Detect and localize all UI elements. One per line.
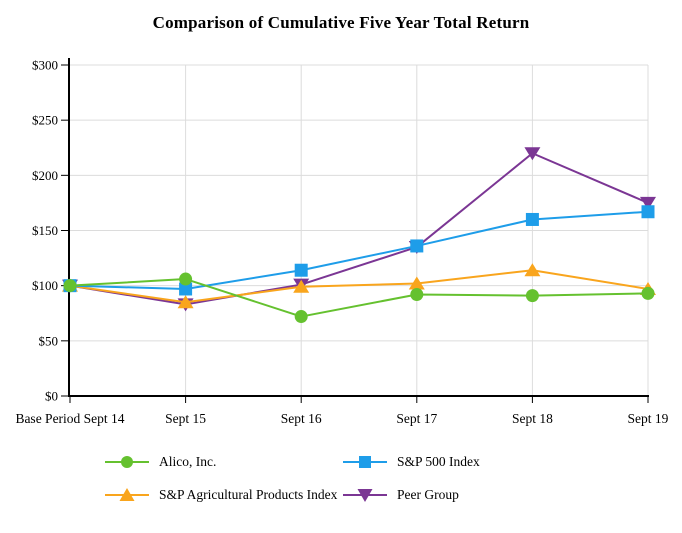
series-marker-s-p-agricultural-products-index — [408, 276, 425, 290]
chart-title: Comparison of Cumulative Five Year Total… — [152, 13, 530, 32]
series-marker-peer-group — [524, 147, 541, 161]
legend-item-label: Peer Group — [397, 487, 459, 502]
x-axis-tick-label: Sept 15 — [165, 411, 206, 426]
y-axis-tick-label: $200 — [32, 168, 58, 183]
legend-item-label: S&P Agricultural Products Index — [159, 487, 338, 502]
square-legend-marker-icon — [343, 456, 387, 468]
legend-item-label: S&P 500 Index — [397, 454, 480, 469]
series-marker-peer-group — [640, 196, 656, 210]
series-line-s-p-agricultural-products-index — [69, 269, 649, 304]
series-marker-s-p-agricultural-products-index — [177, 295, 194, 309]
y-axis-tick-label: $0 — [45, 389, 58, 404]
series-marker-alico-inc — [294, 310, 308, 324]
series-marker-alico-inc — [179, 272, 193, 286]
series-line-peer-group — [69, 152, 649, 306]
legend-marker-shape — [121, 456, 133, 468]
legend-marker-shape — [357, 489, 373, 502]
series-marker-s-p-500-index — [179, 282, 193, 296]
series-marker-alico-inc — [641, 286, 655, 300]
y-axis-tick-label: $50 — [39, 333, 59, 348]
series-marker-s-p-agricultural-products-index — [293, 279, 310, 293]
legend-item-s-p-500-index: S&P 500 Index — [342, 454, 480, 470]
triangle-down-legend-marker-icon — [343, 489, 387, 502]
series-marker-s-p-500-index — [410, 239, 424, 253]
legend-item-label: Alico, Inc. — [159, 454, 217, 469]
series-marker-alico-inc — [410, 287, 424, 301]
legend-item-s-p-agricultural-products-index: S&P Agricultural Products Index — [104, 487, 342, 503]
y-axis-tick-label: $100 — [32, 278, 58, 293]
x-axis-tick-label: Base Period Sept 14 — [15, 411, 124, 426]
x-axis-tick-label: Sept 17 — [396, 411, 437, 426]
triangle-up-legend-marker-icon — [105, 488, 149, 501]
series-marker-s-p-500-index — [294, 263, 308, 277]
series-marker-s-p-500-index — [641, 205, 655, 219]
plot-area: $0 $50 $100 $150 $200 $250 $300 Base Period Sep… — [15, 58, 669, 427]
legend-item-peer-group: Peer Group — [342, 487, 480, 503]
series-marker-s-p-500-index — [525, 212, 539, 226]
x-axis-tick-label: Sept 16 — [281, 411, 322, 426]
series-marker-s-p-agricultural-products-index — [524, 263, 541, 277]
legend-marker-shape — [119, 488, 135, 501]
x-axis-tick-label: Sept 19 — [628, 411, 669, 426]
series-marker-alico-inc — [525, 289, 539, 303]
series-marker-alico-inc — [63, 279, 77, 293]
chart-legend: Alico, Inc. S&P 500 Index S&P Agricultural… — [104, 454, 480, 503]
y-axis-tick-label: $250 — [32, 113, 58, 128]
circle-legend-marker-icon — [105, 456, 149, 468]
x-axis-tick-label: Sept 18 — [512, 411, 553, 426]
legend-item-alico-inc: Alico, Inc. — [104, 454, 342, 470]
y-axis-tick-label: $300 — [32, 58, 58, 73]
legend-marker-shape — [359, 456, 371, 468]
series-line-alico-inc — [69, 278, 649, 318]
series-line-s-p-500-index — [69, 210, 649, 290]
y-axis-tick-label: $150 — [32, 223, 58, 238]
